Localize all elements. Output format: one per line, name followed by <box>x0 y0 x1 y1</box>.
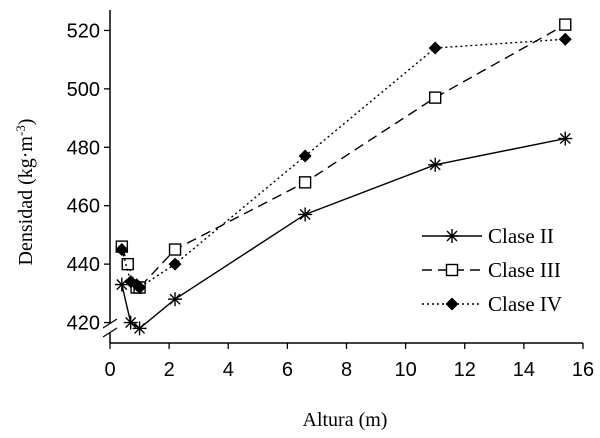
legend-marker <box>445 297 459 311</box>
data-point <box>298 149 312 163</box>
asterisk-stroke <box>429 159 441 171</box>
series-clase-iii <box>115 18 572 294</box>
asterisk-stroke <box>299 208 311 221</box>
axis-break-mark <box>102 327 118 338</box>
data-point <box>168 243 182 256</box>
x-tick-label: 6 <box>282 359 293 381</box>
legend-marker <box>445 229 459 243</box>
y-tick-label: 440 <box>67 254 100 276</box>
x-tick-label: 14 <box>513 359 535 381</box>
asterisk-stroke <box>169 293 181 305</box>
data-point <box>123 315 138 330</box>
data-point <box>132 321 147 336</box>
data-point <box>133 281 147 294</box>
x-tick-label: 10 <box>395 359 417 381</box>
legend-label: Clase II <box>488 224 554 248</box>
y-axis-label-close: ) <box>15 119 37 126</box>
x-tick-label: 8 <box>341 359 352 381</box>
data-point <box>115 243 129 257</box>
x-tick-label: 12 <box>454 359 476 381</box>
series-layer <box>114 18 573 336</box>
series-clase-iv <box>115 32 572 294</box>
y-tick-label: 420 <box>67 313 100 335</box>
data-point <box>558 32 572 46</box>
axis-break-mark <box>102 318 118 329</box>
y-tick-label: 460 <box>67 196 100 218</box>
data-point <box>168 257 182 271</box>
data-point <box>559 18 572 31</box>
asterisk-stroke <box>559 132 571 145</box>
legend: Clase II Clase III Clase IV <box>422 224 562 316</box>
x-tick-label: 2 <box>164 359 175 381</box>
asterisk-stroke <box>134 322 146 334</box>
asterisk-stroke <box>446 230 458 242</box>
series-clase-ii <box>114 131 573 336</box>
data-point <box>298 207 313 222</box>
legend-label: Clase III <box>488 258 561 282</box>
y-axis-label: Densidad (kg·m-3) <box>13 119 38 266</box>
data-point <box>428 41 442 55</box>
axes: 0 2 4 6 8 10 12 14 16 420 440 460 480 500 520 <box>67 10 594 381</box>
y-tick-label: 520 <box>67 20 100 42</box>
x-axis-label: Altura (m) <box>303 409 388 431</box>
data-point <box>298 176 312 189</box>
asterisk-stroke <box>125 317 137 329</box>
y-tick-label: 500 <box>67 79 100 101</box>
data-point <box>558 131 573 146</box>
data-point <box>168 292 183 307</box>
y-axis-label-main: Densidad (kg·m <box>15 136 37 266</box>
data-point <box>428 91 442 104</box>
x-tick-label: 4 <box>223 359 234 381</box>
data-point <box>121 257 134 271</box>
y-axis-label-sup: -3 <box>13 125 28 136</box>
legend-marker <box>445 263 459 277</box>
x-tick-label: 0 <box>104 359 115 381</box>
y-tick-label: 480 <box>67 137 100 159</box>
legend-label: Clase IV <box>488 292 562 316</box>
series-line <box>121 38 566 289</box>
series-line <box>121 23 566 289</box>
x-tick-label: 16 <box>572 359 594 381</box>
data-point <box>428 157 443 172</box>
